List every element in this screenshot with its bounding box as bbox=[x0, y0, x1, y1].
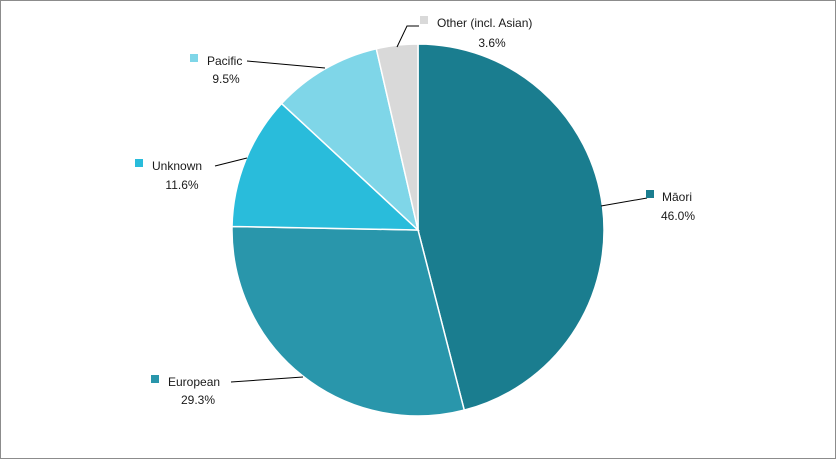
data-labels: Māori 46.0% European 29.3% Unknown 11.6% Pacif… bbox=[135, 16, 695, 407]
data-label-name-european: European bbox=[168, 375, 220, 389]
data-label-value-unknown: 11.6% bbox=[165, 178, 198, 192]
pie-slice-other-incl-asian bbox=[375, 43, 419, 231]
pie-slice-pacific bbox=[280, 47, 420, 233]
pie-slice-european bbox=[231, 225, 466, 417]
legend-key-unknown bbox=[135, 159, 143, 167]
leader-line-pacific bbox=[246, 60, 326, 69]
data-label-name-unknown: Unknown bbox=[152, 159, 202, 173]
leader-line-unknown bbox=[214, 157, 248, 167]
leader-line-māori bbox=[600, 197, 648, 207]
pie-slices bbox=[231, 43, 605, 417]
legend-key-māori bbox=[646, 190, 654, 198]
pie-slice-māori bbox=[417, 43, 605, 412]
legend-key-european bbox=[151, 375, 159, 383]
data-label-value-māori: 46.0% bbox=[661, 209, 695, 223]
data-label-value-other-incl-asian: 3.6% bbox=[478, 36, 506, 50]
data-label-value-pacific: 9.5% bbox=[212, 72, 240, 86]
leader-line-other-incl-asian bbox=[396, 25, 419, 48]
leader-lines bbox=[214, 25, 648, 383]
data-label-name-other-incl-asian: Other (incl. Asian) bbox=[437, 16, 532, 30]
legend-key-pacific bbox=[190, 54, 198, 62]
leader-line-european bbox=[230, 376, 304, 383]
data-label-name-pacific: Pacific bbox=[207, 54, 242, 68]
data-label-value-european: 29.3% bbox=[181, 393, 215, 407]
pie-slice-unknown bbox=[231, 102, 420, 231]
legend-key-other-incl-asian bbox=[420, 16, 428, 24]
data-label-name-māori: Māori bbox=[662, 190, 692, 204]
